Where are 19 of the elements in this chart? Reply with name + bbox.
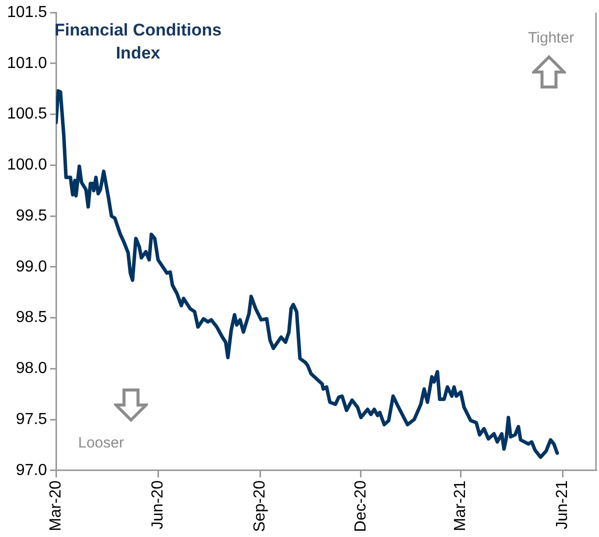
y-tick-label: 101.0 — [6, 54, 48, 72]
y-tick-label: 100.0 — [6, 156, 48, 174]
y-tick-label: 99.0 — [16, 258, 48, 276]
x-tick-label: Mar-21 — [452, 480, 470, 532]
x-tick-label: Dec-20 — [352, 480, 370, 532]
y-tick-label: 97.5 — [16, 410, 48, 428]
annotation: Tighter — [528, 30, 574, 47]
x-tick-label: Jun-20 — [149, 480, 166, 530]
x-tick-label: Sep-20 — [251, 480, 268, 532]
y-tick-label: 99.5 — [16, 207, 48, 224]
y-tick-label: 100.5 — [6, 106, 48, 123]
y-tick-label: 98.5 — [16, 309, 48, 326]
y-tick-label: 98.0 — [16, 360, 48, 378]
y-tick-label: 101.5 — [6, 4, 48, 22]
annotation: Looser — [78, 434, 124, 452]
x-tick-label: Jun-21 — [554, 480, 572, 530]
x-tick-label: Mar-20 — [47, 480, 64, 532]
text: Financial Conditions Index — [54, 20, 222, 62]
y-tick-label: 97.0 — [16, 462, 48, 479]
